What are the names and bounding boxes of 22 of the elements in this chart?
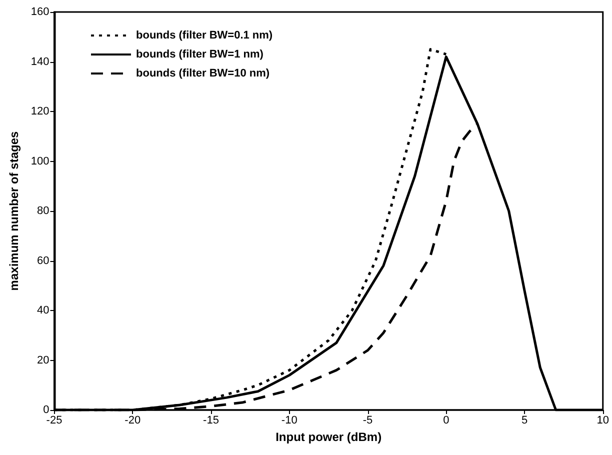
y-tick-label: 20 <box>37 354 50 366</box>
x-tick-label: -25 <box>46 414 62 426</box>
y-tick-label: 0 <box>43 404 50 416</box>
y-tick-label: 140 <box>30 56 50 68</box>
legend-label: bounds (filter BW=10 nm) <box>136 68 270 80</box>
x-tick-label: -10 <box>281 414 298 426</box>
y-tick-label: 120 <box>30 106 50 118</box>
legend-label: bounds (filter BW=1 nm) <box>136 48 264 60</box>
x-tick-label: 5 <box>521 414 528 426</box>
x-tick-label: -5 <box>362 414 373 426</box>
y-tick-label: 100 <box>30 155 50 168</box>
y-tick-label: 40 <box>37 304 50 316</box>
x-tick-label: -20 <box>124 414 141 426</box>
legend-label: bounds (filter BW=0.1 nm) <box>136 30 273 42</box>
y-tick-label: 160 <box>30 6 50 18</box>
y-tick-label: 60 <box>37 254 50 267</box>
x-tick-label: 0 <box>443 414 450 426</box>
y-tick-label: 80 <box>37 205 50 217</box>
y-axis-title: maximum number of stages <box>7 130 21 291</box>
x-tick-label: -15 <box>203 414 219 426</box>
x-axis-title: Input power (dBm) <box>276 430 382 444</box>
x-tick-label: 10 <box>596 414 610 426</box>
